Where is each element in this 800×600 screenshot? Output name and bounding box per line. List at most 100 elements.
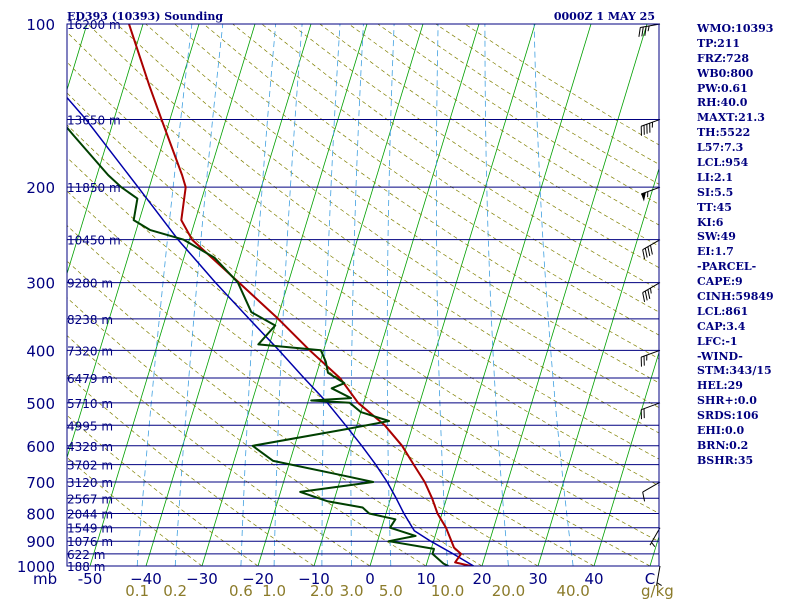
parcel-trace [67, 96, 474, 566]
index-item: LCL:861 [697, 304, 749, 318]
wind-barb [640, 402, 661, 420]
mixing-ratio-line [321, 24, 341, 566]
pressure-label: 600 [26, 438, 55, 456]
mixing-ratio-unit: g/kg [641, 582, 674, 600]
pressure-label: 1000 [17, 558, 55, 576]
temperature-trace [128, 24, 472, 566]
height-label: 4995 m [67, 419, 113, 433]
pressure-label: 900 [26, 533, 55, 551]
height-label: 2567 m [67, 492, 113, 506]
index-item: LCL:954 [697, 156, 749, 170]
isotherm-line [481, 24, 648, 566]
pressure-label: 200 [26, 179, 55, 197]
index-item: -WIND- [697, 349, 743, 363]
mixing-ratio-labels: 0.1 0.2 0.6 1.0 2.0 3.0 5.0 10.0 20.0 40.0 [125, 582, 590, 600]
wind-barb [649, 527, 661, 548]
isotherm-line [145, 24, 312, 566]
height-label: 1549 m [67, 522, 113, 536]
height-labels: 16200 m 13650 m 11850 m 10450 m 9280 m 8238 m… [67, 18, 121, 574]
height-label: 7320 m [67, 344, 113, 358]
sounding-datetime: 0000Z 1 MAY 25 [554, 10, 655, 23]
temperature-tick-label: 0 [365, 570, 375, 588]
height-label: 5710 m [67, 397, 113, 411]
plot-frame [66, 23, 660, 567]
height-label: 3702 m [67, 459, 113, 473]
height-label: 9280 m [67, 277, 113, 291]
mixing-ratio-label: 0.2 [163, 582, 187, 600]
isotherm-line [593, 351, 659, 566]
temperature-tick-label: 20 [472, 570, 491, 588]
index-item: EI:1.7 [697, 245, 734, 259]
pressure-label: 400 [26, 342, 55, 360]
mixing-ratio-label: 0.1 [125, 582, 149, 600]
temperature-tick-label: 10 [416, 570, 435, 588]
isotherm-line [67, 24, 144, 276]
temperature-tick-label: 30 [528, 570, 547, 588]
index-item: -PARCEL- [697, 260, 757, 274]
index-item: TT:45 [697, 200, 732, 214]
mixing-ratio-label: 5.0 [379, 582, 403, 600]
mixing-ratio-label: 20.0 [492, 582, 525, 600]
isotherm-line [537, 167, 659, 566]
height-label: 4328 m [67, 440, 113, 454]
temperature-tick-label: −10 [298, 570, 330, 588]
index-item: SI:5.5 [697, 185, 734, 199]
height-label: 3120 m [67, 476, 113, 490]
dry-adiabat-line [87, 24, 659, 434]
mixing-ratio-label: 10.0 [431, 582, 464, 600]
profiles [67, 24, 474, 566]
index-item: CINH:59849 [697, 290, 774, 304]
pressure-label: 800 [26, 505, 55, 523]
mixing-ratio-line [533, 24, 574, 566]
mixing-ratio-label: 2.0 [310, 582, 334, 600]
index-item: MAXT:21.3 [697, 111, 765, 125]
wind-barb [642, 282, 661, 302]
index-item: BRN:0.2 [697, 438, 749, 452]
pressure-label: 300 [26, 275, 55, 293]
height-label: 10450 m [67, 234, 121, 248]
temperature-tick-label: C [645, 570, 655, 588]
height-label: 8238 m [67, 313, 113, 327]
mixing-ratio-line [484, 24, 509, 566]
temperature-tick-label: −20 [242, 570, 274, 588]
isotherm-line [89, 24, 256, 566]
pressure-label: 100 [26, 16, 55, 34]
pressure-labels: 100 200 300 400 500 600 700 800 900 1000 [17, 16, 55, 576]
index-item: L57:7.3 [697, 141, 744, 155]
index-item: WMO:10393 [697, 22, 774, 35]
isotherm-line [67, 24, 200, 459]
pressure-label: 500 [26, 395, 55, 413]
height-label: 2044 m [67, 507, 113, 521]
isotherm-line [369, 24, 536, 566]
index-item: EHI:0.0 [697, 424, 745, 438]
index-item: KI:6 [697, 215, 724, 229]
height-label: 11850 m [67, 181, 121, 195]
station-title: ED393 (10393) Sounding [67, 10, 223, 23]
temperature-tick-label: −30 [186, 570, 218, 588]
index-item: TH:5522 [697, 126, 751, 140]
index-item: CAP:3.4 [697, 319, 746, 333]
mixing-ratio-line [436, 24, 448, 566]
wind-barb [641, 186, 661, 202]
isotherm-line [257, 24, 424, 566]
height-label: 16200 m [67, 18, 121, 32]
index-item: STM:343/15 [697, 364, 772, 378]
temperature-tick-label: -50 [78, 570, 103, 588]
index-item: TP:211 [697, 36, 741, 50]
mixing-ratio-label: 40.0 [556, 582, 589, 600]
dewpoint-trace [67, 126, 449, 566]
isotherm-line [425, 24, 592, 566]
height-label: 6479 m [67, 372, 113, 386]
dry-adiabat-line [67, 297, 427, 566]
index-item: WB0:800 [697, 66, 754, 80]
temperature-labels: -50 −40 −30 −20 −10 0 10 20 30 40 C [78, 570, 655, 588]
wind-barb [638, 23, 661, 37]
temperature-tick-label: 40 [584, 570, 603, 588]
mixing-ratio-label: 1.0 [262, 582, 286, 600]
temperature-tick-label: −40 [130, 570, 162, 588]
wind-barb [656, 565, 662, 587]
height-label: 622 m [67, 548, 105, 562]
pressure-label: 700 [26, 474, 55, 492]
height-label: 1076 m [67, 535, 113, 549]
